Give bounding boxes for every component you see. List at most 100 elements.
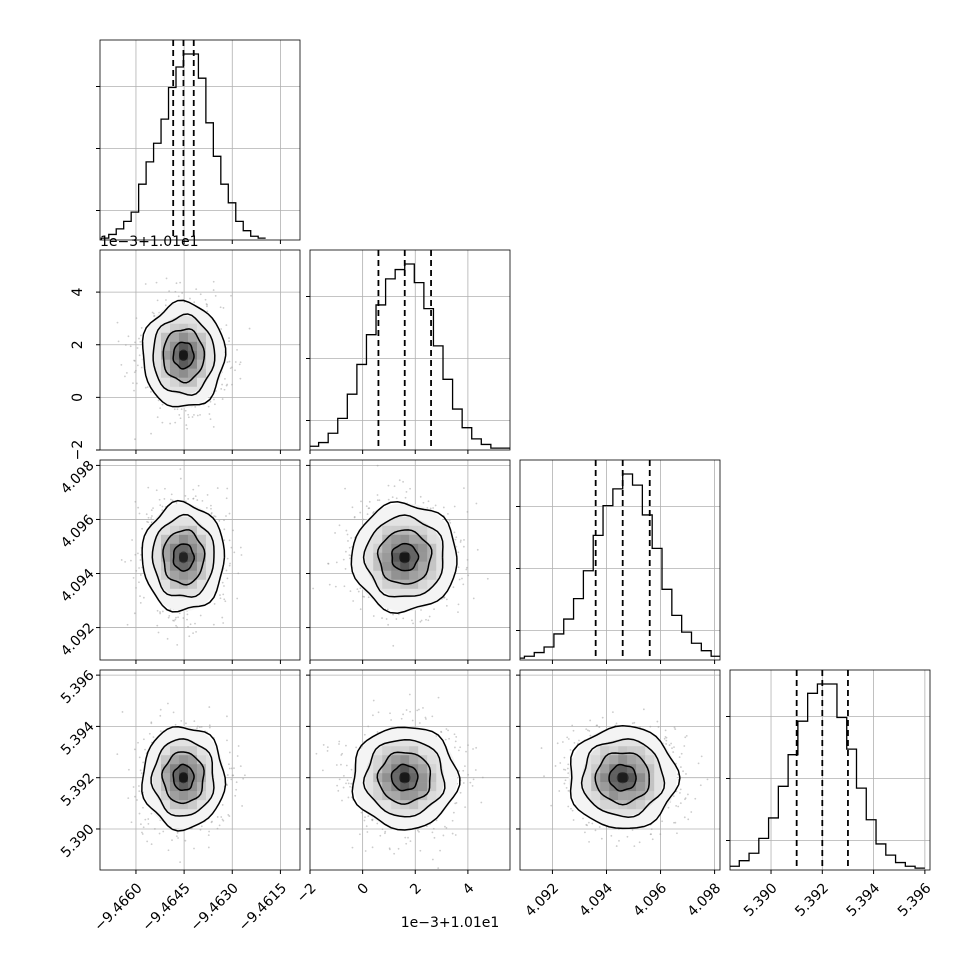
density-cell: [409, 552, 419, 562]
scatter-point: [699, 784, 702, 787]
scatter-point: [150, 432, 152, 435]
density-cell: [169, 561, 179, 571]
density-cell: [427, 791, 437, 801]
scatter-point: [586, 729, 589, 732]
scatter-point: [226, 774, 229, 776]
scatter-point: [588, 730, 591, 732]
x-tick-label-3-1: 5.392: [792, 880, 832, 920]
density-cell: [160, 359, 170, 369]
density-cell: [591, 755, 601, 765]
density-cell: [627, 800, 637, 810]
density-cell: [196, 359, 206, 369]
scatter-point: [133, 371, 136, 374]
scatter-point: [216, 487, 219, 489]
scatter-point: [139, 595, 141, 598]
density-cell: [400, 543, 410, 553]
density-cell: [373, 534, 383, 544]
density-cell: [418, 782, 428, 792]
panel-frame: [309, 669, 511, 871]
scatter-point: [419, 495, 422, 498]
density-cell: [187, 579, 197, 589]
density-cell: [187, 773, 197, 783]
scatter-point: [432, 507, 435, 509]
scatter-point: [615, 722, 618, 725]
density-cell: [187, 782, 197, 792]
scatter-point: [180, 408, 183, 411]
scatter-point: [573, 741, 576, 744]
density-cell: [160, 570, 170, 580]
y-tick-label-3-2: 5.394: [58, 719, 98, 759]
scatter-point: [392, 613, 394, 616]
density-cell: [427, 755, 437, 765]
density-cell: [196, 350, 206, 360]
scatter-point: [221, 804, 224, 806]
scatter-point: [209, 418, 212, 421]
scatter-point: [224, 600, 227, 603]
scatter-point: [341, 752, 344, 755]
density-cell: [178, 350, 188, 360]
density-cell: [600, 755, 610, 765]
scatter-point: [216, 816, 219, 818]
scatter-point: [177, 616, 180, 619]
scatter-point: [134, 369, 137, 372]
scatter-point: [140, 327, 143, 329]
scatter-point: [134, 341, 136, 344]
scatter-point: [146, 840, 149, 843]
scatter-point: [397, 847, 400, 850]
density-cell: [645, 764, 655, 774]
scatter-point: [420, 609, 422, 611]
density-cell: [609, 755, 619, 765]
scatter-point: [564, 768, 567, 771]
scatter-point: [474, 769, 477, 771]
scatter-point: [440, 731, 443, 734]
scatter-point: [582, 817, 584, 820]
scatter-point: [210, 512, 213, 514]
scatter-point: [116, 753, 119, 756]
density-cell: [187, 534, 197, 544]
scatter-point: [416, 709, 419, 712]
scatter-point: [376, 494, 379, 496]
scatter-point: [236, 755, 239, 757]
scatter-point: [404, 496, 407, 499]
density-cell: [391, 773, 401, 783]
density-cell: [187, 570, 197, 580]
scatter-point: [405, 709, 408, 711]
scatter-point: [199, 413, 201, 416]
scatter-point: [687, 818, 690, 821]
density-cell: [391, 579, 401, 589]
scatter-point: [188, 635, 191, 638]
scatter-point: [357, 590, 360, 593]
scatter-point: [558, 790, 561, 792]
scatter-point: [657, 726, 660, 728]
scatter-point: [351, 506, 354, 509]
scatter-point: [132, 576, 135, 579]
scatter-point: [139, 340, 142, 343]
density-cell: [382, 579, 392, 589]
scatter-point: [221, 818, 224, 821]
scatter-point: [124, 560, 127, 563]
scatter-point: [381, 617, 383, 619]
scatter-point: [147, 516, 150, 519]
scatter-point: [191, 416, 194, 418]
scatter-point: [457, 566, 460, 569]
density-cell: [609, 773, 619, 783]
scatter-point: [116, 321, 119, 324]
scatter-point: [682, 770, 684, 773]
scatter-point: [161, 403, 164, 406]
scatter-point: [569, 748, 572, 751]
scatter-point: [398, 479, 401, 482]
density-cell: [178, 782, 188, 792]
scatter-point: [467, 744, 469, 747]
density-cell: [187, 746, 197, 756]
density-cell: [636, 782, 646, 792]
scatter-point: [150, 509, 153, 512]
scatter-point: [457, 603, 460, 606]
contour-line-2: [150, 738, 215, 817]
x-tick-label-1-1: 0: [355, 880, 373, 898]
density-cell: [178, 764, 188, 774]
density-cell: [169, 764, 179, 774]
density-cell: [418, 561, 428, 571]
density-cell: [187, 359, 197, 369]
scatter-point: [312, 587, 315, 590]
scatter-point: [350, 537, 353, 539]
